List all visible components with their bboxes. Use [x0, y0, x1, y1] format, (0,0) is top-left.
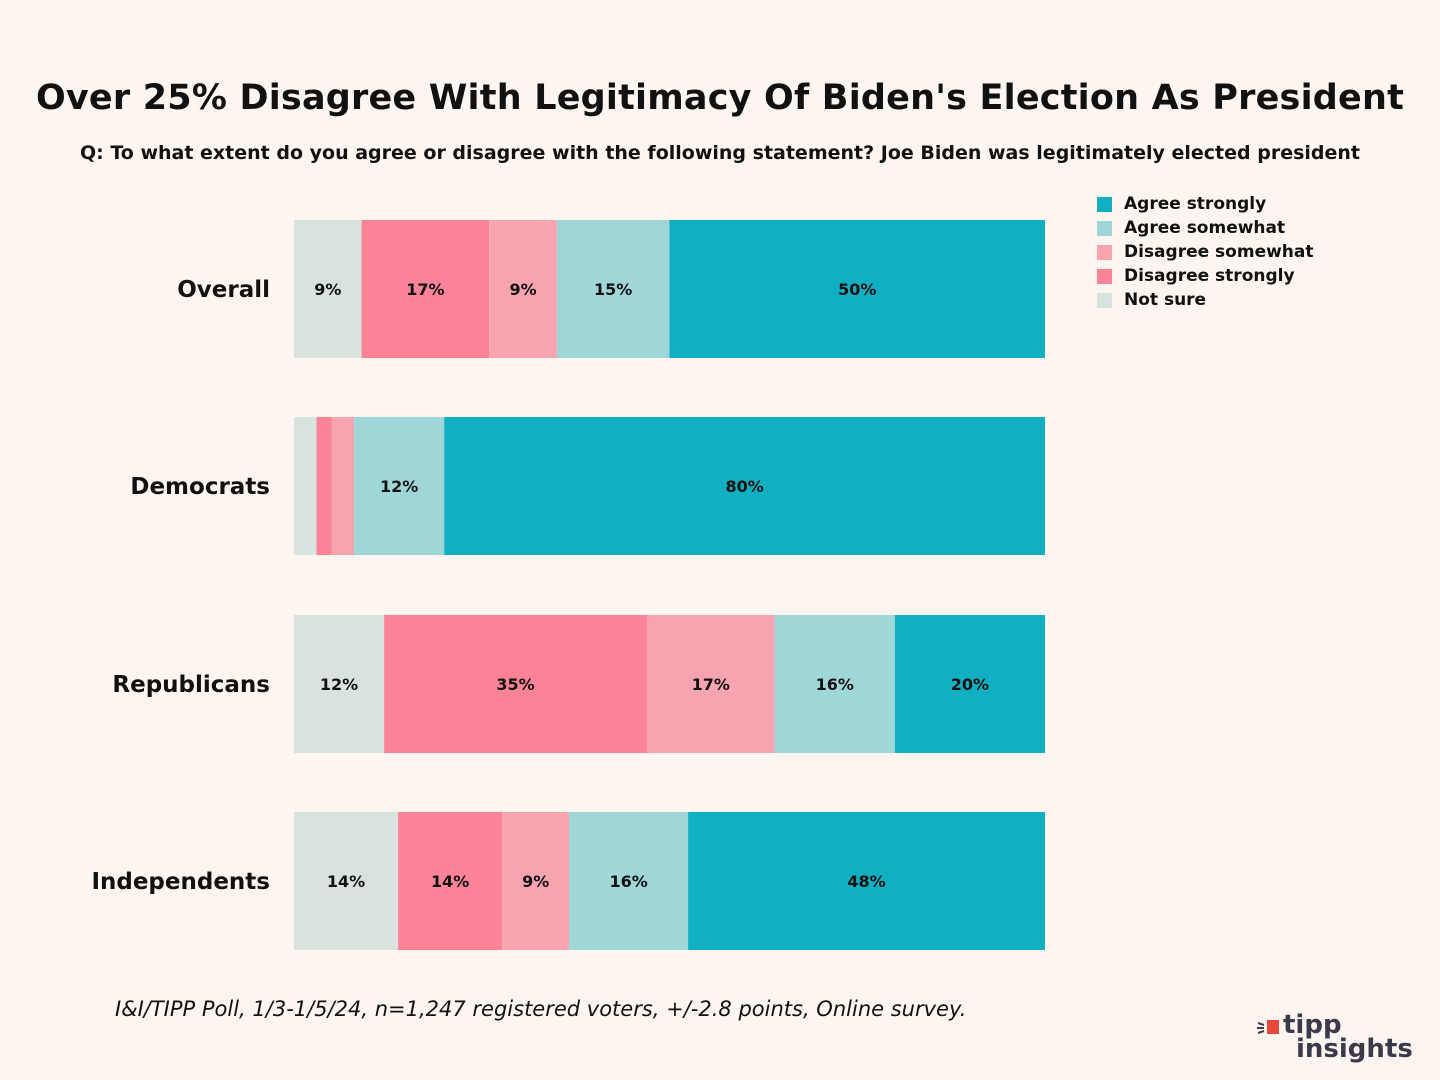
- data-label-overall-agree-strongly: 50%: [838, 280, 876, 299]
- bar-segment-republicans-agree-strongly: [894, 615, 1045, 753]
- legend-swatch: [1097, 268, 1112, 284]
- data-label-overall-not-sure: 9%: [314, 280, 341, 299]
- bar-segment-overall-disagree-strongly: [361, 220, 490, 358]
- data-label-republicans-agree-strongly: 20%: [951, 675, 989, 694]
- data-label-overall-disagree-strongly: 17%: [406, 280, 444, 299]
- bar-segment-republicans-agree-somewhat: [774, 615, 895, 753]
- legend-label: Not sure: [1124, 290, 1207, 310]
- bar-segment-overall-agree-somewhat: [556, 220, 670, 358]
- legend-item-disagree-strongly: Disagree strongly: [1097, 264, 1314, 288]
- chart-legend: Agree strongly Agree somewhat Disagree som…: [1097, 192, 1314, 312]
- chart-subtitle: Q: To what extent do you agree or disagr…: [79, 142, 1361, 164]
- data-label-republicans-not-sure: 12%: [320, 675, 358, 694]
- legend-item-agree-strongly: Agree strongly: [1097, 192, 1314, 216]
- legend-swatch: [1097, 244, 1112, 260]
- legend-label: Disagree somewhat: [1124, 242, 1314, 262]
- legend-label: Disagree strongly: [1124, 266, 1295, 286]
- data-label-democrats-agree-strongly: 80%: [725, 477, 763, 496]
- legend-label: Agree strongly: [1124, 194, 1267, 214]
- legend-swatch: [1097, 196, 1112, 212]
- data-label-overall-agree-somewhat: 15%: [594, 280, 632, 299]
- data-label-republicans-disagree-strongly: 35%: [496, 675, 534, 694]
- category-label-overall: Overall: [177, 277, 270, 303]
- legend-item-disagree-somewhat: Disagree somewhat: [1097, 240, 1314, 264]
- bar-segment-democrats-not-sure: [294, 417, 317, 555]
- bar-segment-independents-disagree-somewhat: [502, 812, 570, 950]
- data-label-republicans-disagree-somewhat: 17%: [692, 675, 730, 694]
- data-label-independents-disagree-strongly: 14%: [431, 872, 469, 891]
- legend-item-not-sure: Not sure: [1097, 288, 1314, 312]
- category-label-independents: Independents: [91, 869, 270, 895]
- legend-swatch: [1097, 220, 1112, 236]
- bar-segment-overall-disagree-somewhat: [489, 220, 557, 358]
- bar-segment-democrats-agree-somewhat: [354, 417, 445, 555]
- bar-segment-independents-not-sure: [294, 812, 399, 950]
- data-label-republicans-agree-somewhat: 16%: [816, 675, 854, 694]
- data-label-independents-disagree-somewhat: 9%: [522, 872, 549, 891]
- chart-title: Over 25% Disagree With Legitimacy Of Bid…: [35, 78, 1405, 118]
- source-footnote: I&I/TIPP Poll, 1/3-1/5/24, n=1,247 regis…: [115, 997, 967, 1021]
- logo-text-insights: insights: [1296, 1034, 1413, 1064]
- bar-segment-independents-agree-somewhat: [569, 812, 689, 950]
- bar-segment-republicans-not-sure: [294, 615, 385, 753]
- bar-segment-democrats-agree-strongly: [444, 417, 1045, 555]
- bar-segment-republicans-disagree-strongly: [384, 615, 647, 753]
- logo-text-tipp: tipp: [1283, 1010, 1342, 1040]
- tipp-insights-logo: tipp insights: [1255, 1010, 1413, 1068]
- bar-segment-democrats-disagree-strongly: [316, 417, 332, 555]
- category-label-republicans: Republicans: [112, 672, 270, 698]
- data-label-overall-disagree-somewhat: 9%: [509, 280, 536, 299]
- legend-label: Agree somewhat: [1124, 218, 1286, 238]
- bar-segment-independents-disagree-strongly: [398, 812, 503, 950]
- bar-segment-overall-not-sure: [294, 220, 362, 358]
- bar-segment-overall-agree-strongly: [669, 220, 1045, 358]
- data-label-independents-agree-strongly: 48%: [847, 872, 885, 891]
- logo-arrow-icon: [1257, 1020, 1279, 1034]
- data-label-independents-not-sure: 14%: [327, 872, 365, 891]
- bar-segment-independents-agree-strongly: [688, 812, 1045, 950]
- data-label-independents-agree-somewhat: 16%: [609, 872, 647, 891]
- category-label-democrats: Democrats: [130, 474, 270, 500]
- bar-segment-republicans-disagree-somewhat: [646, 615, 775, 753]
- legend-item-agree-somewhat: Agree somewhat: [1097, 216, 1314, 240]
- legend-swatch: [1097, 292, 1112, 308]
- data-label-democrats-agree-somewhat: 12%: [380, 477, 418, 496]
- bar-segment-democrats-disagree-somewhat: [331, 417, 355, 555]
